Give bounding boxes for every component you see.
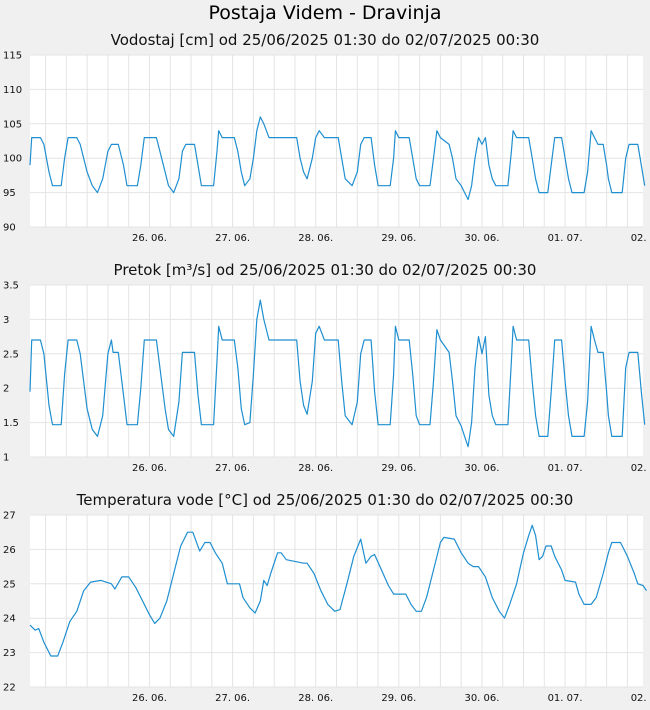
- x-tick-label: 29. 06.: [381, 693, 416, 704]
- x-tick-label: 28. 06.: [298, 463, 333, 474]
- x-tick-label: 27. 06.: [215, 463, 250, 474]
- y-tick-label: 27: [3, 511, 16, 522]
- y-tick-label: 2.5: [3, 349, 19, 360]
- series-line: [29, 116, 646, 201]
- x-tick-label: 27. 06.: [215, 233, 250, 244]
- y-tick-label: 100: [3, 154, 22, 165]
- y-tick-label: 1: [3, 453, 9, 464]
- x-tick-label: 28. 06.: [298, 693, 333, 704]
- y-tick-label: 2: [3, 384, 9, 395]
- y-tick-label: 26: [3, 545, 16, 556]
- x-tick-label: 27. 06.: [215, 693, 250, 704]
- page-title: Postaja Videm - Dravinja: [208, 2, 442, 24]
- x-tick-label: 28. 06.: [298, 233, 333, 244]
- x-tick-label: 02. 07.: [631, 233, 650, 244]
- series-line: [29, 299, 646, 448]
- x-tick-label: 30. 06.: [464, 233, 499, 244]
- chart-title: Pretok [m³/s] od 25/06/2025 01:30 do 02/…: [114, 261, 537, 279]
- x-tick-label: 29. 06.: [381, 233, 416, 244]
- y-tick-label: 22: [3, 683, 16, 694]
- x-tick-label: 01. 07.: [548, 693, 583, 704]
- y-tick-label: 24: [3, 614, 16, 625]
- y-tick-label: 25: [3, 579, 16, 590]
- x-tick-label: 01. 07.: [548, 233, 583, 244]
- x-tick-label: 02. 07.: [631, 463, 650, 474]
- x-tick-label: 01. 07.: [548, 463, 583, 474]
- chart-panel-1: Vodostaj [cm] od 25/06/2025 01:30 do 02/…: [3, 31, 650, 244]
- x-tick-label: 30. 06.: [464, 693, 499, 704]
- series-line: [29, 524, 647, 657]
- y-tick-label: 3.5: [3, 281, 19, 292]
- y-tick-label: 115: [3, 51, 22, 62]
- x-tick-label: 29. 06.: [381, 463, 416, 474]
- x-tick-label: 26. 06.: [132, 463, 167, 474]
- chart-panel-2: Pretok [m³/s] od 25/06/2025 01:30 do 02/…: [3, 261, 650, 474]
- x-tick-label: 26. 06.: [132, 693, 167, 704]
- x-tick-label: 26. 06.: [132, 233, 167, 244]
- y-tick-label: 95: [3, 188, 16, 199]
- y-tick-label: 110: [3, 85, 22, 96]
- chart-panel-3: Temperatura vode [°C] od 25/06/2025 01:3…: [3, 491, 650, 704]
- y-tick-label: 23: [3, 648, 16, 659]
- y-tick-label: 1.5: [3, 418, 19, 429]
- chart-title: Temperatura vode [°C] od 25/06/2025 01:3…: [76, 491, 574, 509]
- y-tick-label: 90: [3, 223, 16, 234]
- chart-title: Vodostaj [cm] od 25/06/2025 01:30 do 02/…: [111, 31, 540, 49]
- x-tick-label: 02. 07.: [631, 693, 650, 704]
- y-tick-label: 105: [3, 119, 22, 130]
- y-tick-label: 3: [3, 315, 9, 326]
- x-tick-label: 30. 06.: [464, 463, 499, 474]
